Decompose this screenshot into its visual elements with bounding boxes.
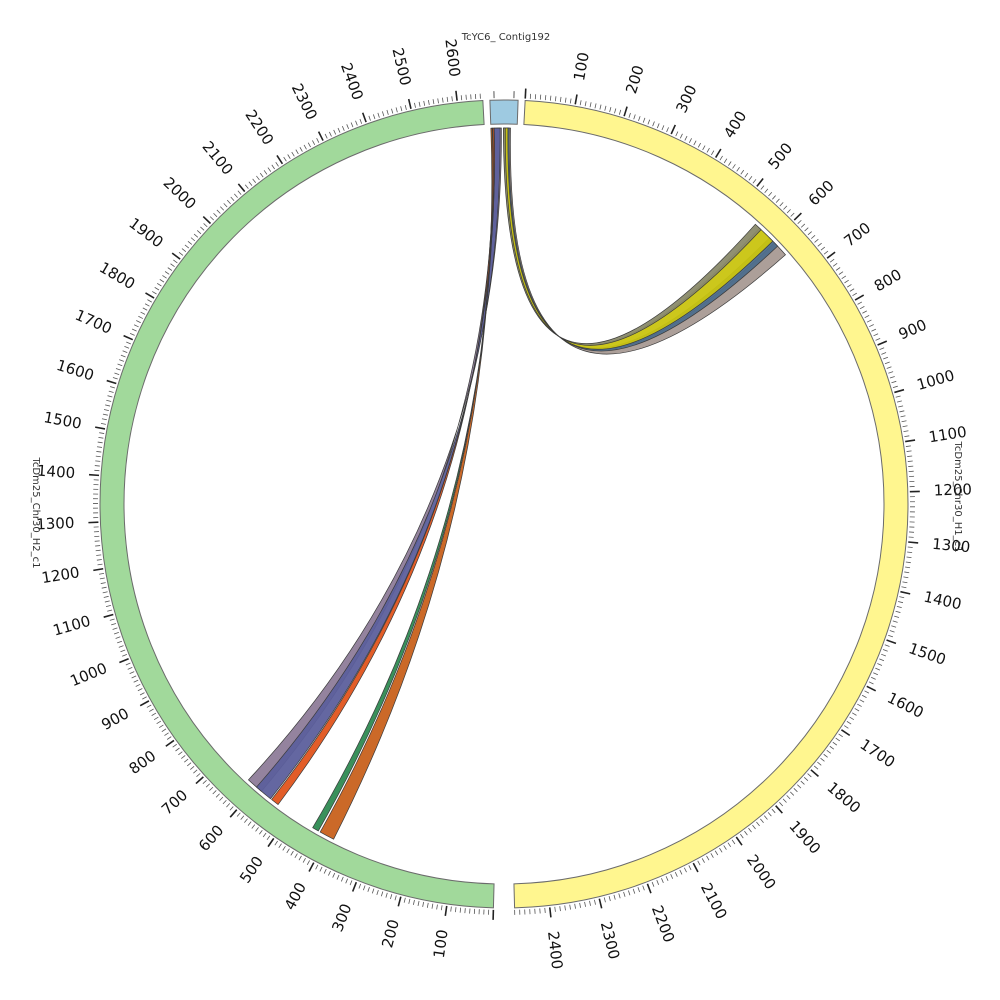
tick-label: 800	[871, 265, 905, 295]
tick-label: 100	[430, 928, 452, 959]
tick-label: 1200	[40, 563, 81, 587]
tick-label: 100	[570, 51, 593, 82]
link-ribbon	[503, 127, 774, 350]
tick-label: 2300	[597, 920, 623, 961]
tick-label: 300	[328, 901, 355, 934]
tick-label: 900	[98, 704, 132, 734]
segment-label-contig: TcYC6_ Contig192	[461, 32, 551, 43]
tick-label: 2400	[337, 60, 367, 102]
ticks-layer: 100 2003004005006007008009001000110012001…	[36, 38, 972, 970]
tick-label: 1800	[96, 258, 138, 293]
segment-labels-layer: TcYC6_ Contig192 TcDm25_Chr30_H1_c1 TcDm25…	[30, 32, 963, 568]
tick-label: 900	[896, 316, 929, 344]
tick-label: 1000	[68, 659, 110, 690]
tick-label: 1000	[915, 366, 957, 394]
tick-label: 2100	[198, 138, 236, 179]
tick-label: 2100	[697, 880, 731, 922]
tick-label: 1200	[934, 480, 973, 499]
tick-label: 200	[622, 63, 648, 96]
tick-label: 1100	[927, 423, 968, 447]
tick-label: 2400	[544, 930, 566, 970]
segment-h1	[513, 100, 909, 909]
tick-label: 1600	[884, 689, 926, 722]
tick-label: 2000	[743, 851, 780, 893]
tick-label: 2000	[160, 174, 200, 213]
link-ribbon	[312, 127, 494, 832]
tick-label: 1900	[785, 817, 824, 857]
tick-label: 1300	[36, 514, 75, 534]
tick-label: 2500	[388, 46, 414, 87]
link-ribbon	[247, 127, 502, 792]
link-ribbon	[502, 127, 762, 346]
tick-label: 1700	[857, 735, 899, 771]
tick-label: 700	[158, 786, 191, 819]
tick-label: 800	[126, 747, 160, 778]
tick-label: 1700	[72, 306, 114, 338]
tick-label: 1400	[922, 588, 963, 614]
segment-label-h1: TcDm25_Chr30_H1_c1	[952, 441, 963, 553]
tick-label: 1900	[125, 214, 166, 251]
tick-label: 1300	[931, 535, 971, 556]
tick-label: 1400	[36, 462, 75, 483]
tick-label: 1500	[42, 408, 83, 433]
link-ribbon	[506, 127, 779, 352]
tick-label: 1100	[51, 612, 93, 640]
tick-label: 500	[236, 853, 267, 887]
tick-label: 1600	[54, 356, 96, 385]
segment-label-h2: TcDm25_Chr30_H2_c1	[30, 457, 41, 569]
tick-label: 300	[672, 82, 700, 116]
tick-label: 1500	[906, 639, 948, 669]
segment-h2	[99, 100, 495, 909]
tick-label: 200	[378, 917, 403, 949]
tick-label: 700	[840, 219, 874, 251]
tick-label: 2200	[241, 107, 277, 149]
tick-label: 400	[281, 879, 310, 913]
tick-label: 600	[805, 176, 838, 209]
segments-layer	[99, 99, 909, 909]
link-ribbon	[319, 127, 494, 840]
tick-label: 1800	[823, 778, 864, 817]
segment-contig	[489, 99, 519, 125]
links-layer	[247, 127, 786, 840]
tick-label: 2300	[288, 81, 321, 123]
tick-label: 2600	[441, 38, 463, 78]
tick-label: 600	[195, 821, 227, 854]
tick-label: 2200	[648, 903, 678, 945]
tick-label: 400	[720, 108, 750, 142]
tick-label: 500	[764, 139, 796, 173]
ticks-contig	[493, 91, 515, 99]
